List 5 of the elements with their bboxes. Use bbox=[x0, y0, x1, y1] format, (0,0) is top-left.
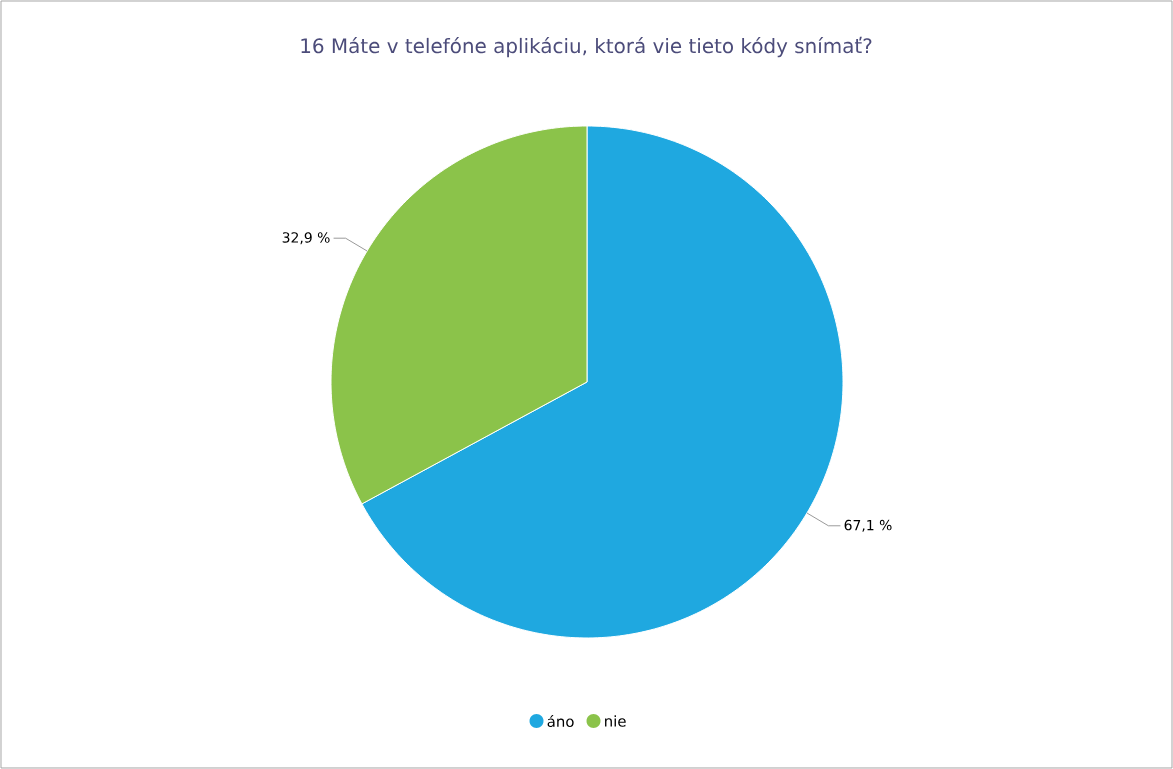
data-label: 32,9 % bbox=[282, 232, 330, 245]
chart-title: 16 Máte v telefóne aplikáciu, ktorá vie tieto kódy snímať? bbox=[301, 36, 872, 58]
legend-label: áno bbox=[547, 714, 574, 728]
data-label: 67,1 % bbox=[844, 519, 892, 532]
legend-label: nie bbox=[605, 715, 626, 727]
